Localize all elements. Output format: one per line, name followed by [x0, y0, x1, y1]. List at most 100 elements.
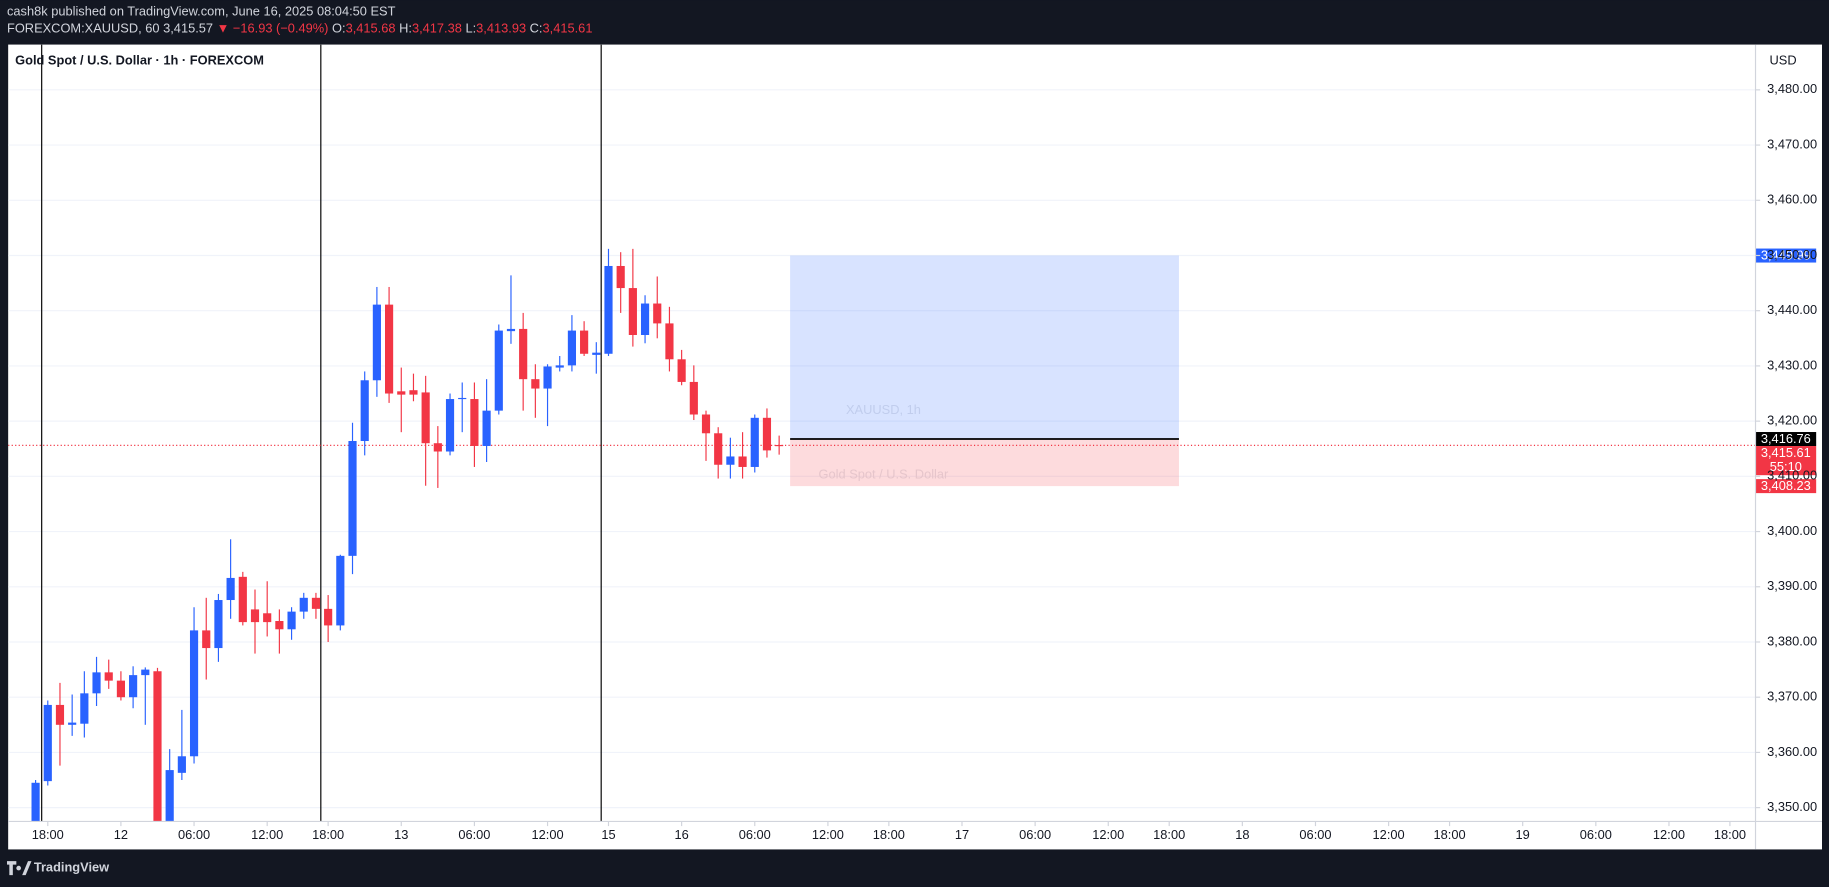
candle-body	[397, 391, 406, 395]
candle-body	[250, 609, 260, 623]
price-label-box	[1755, 479, 1817, 494]
high: 3,417.38	[412, 21, 462, 36]
publisher-line: cash8k published on TradingView.com, Jun…	[7, 3, 396, 18]
y-tick-label: 3,450.00	[1767, 247, 1817, 262]
candle-body	[543, 366, 552, 389]
target-zone	[790, 255, 1179, 440]
quote-line: FOREXCOM:XAUUSD, 60 3,415.57 ▼ −16.93 (−…	[7, 21, 592, 36]
candle-body	[263, 613, 272, 623]
y-tick-label: 3,410.00	[1767, 468, 1817, 483]
y-tick-label: 3,420.00	[1767, 413, 1817, 428]
candle-body	[580, 330, 589, 354]
chart-panel	[8, 44, 1823, 850]
candle-body	[360, 380, 369, 442]
x-tick-label: 18:00	[312, 827, 344, 842]
y-tick-label: 3,480.00	[1767, 81, 1817, 96]
x-tick-label: 06:00	[739, 827, 771, 842]
open: 3,415.68	[346, 21, 396, 36]
candle-body	[726, 456, 735, 465]
watermark: XAUUSD, 1h	[846, 402, 921, 417]
watermark: Gold Spot / U.S. Dollar	[819, 466, 949, 481]
x-tick-label: 12:00	[1092, 827, 1124, 842]
candle-body	[372, 304, 381, 381]
y-tick-label: 3,370.00	[1767, 689, 1817, 704]
candle-body	[129, 675, 138, 698]
candle-body	[421, 392, 430, 444]
candle-body	[714, 433, 723, 465]
candle-body	[55, 704, 65, 725]
x-tick-label: 18	[1235, 827, 1249, 842]
x-tick-label: 12:00	[812, 827, 844, 842]
x-tick-label: 12:00	[1653, 827, 1685, 842]
y-tick-label: 3,470.00	[1767, 136, 1817, 151]
candle-body	[506, 328, 516, 332]
x-tick-label: 18:00	[1153, 827, 1185, 842]
y-tick-label: 3,390.00	[1767, 578, 1817, 593]
last: 3,415.57	[163, 21, 213, 36]
price-label: 3,449.99	[1761, 248, 1811, 263]
candle-body	[31, 782, 40, 822]
x-tick-label: 12:00	[251, 827, 283, 842]
candle-body	[677, 359, 686, 382]
candle-body	[750, 417, 759, 467]
x-tick-label: 19	[1516, 827, 1530, 842]
brand: TradingView	[34, 859, 109, 874]
candle-body	[68, 722, 77, 725]
candle-body	[141, 669, 150, 676]
candle-body	[92, 672, 101, 694]
candle-body	[775, 444, 784, 447]
candle-body	[519, 328, 528, 380]
candle-body	[762, 417, 772, 451]
candle-body	[628, 288, 637, 335]
x-tick-label: 18:00	[32, 827, 64, 842]
x-tick-label: 12	[114, 827, 128, 842]
candle-body	[311, 597, 321, 609]
candle-body	[604, 265, 613, 354]
candle-body	[567, 330, 577, 366]
candle-body	[43, 704, 52, 782]
candle-body	[445, 399, 455, 452]
chart-title: Gold Spot / U.S. Dollar · 1h · FOREXCOM	[15, 52, 264, 67]
y-tick-label: 3,460.00	[1767, 192, 1817, 207]
candle-body	[165, 770, 174, 822]
plot-area: XAUUSD, 1h Gold Spot / U.S. Dollar	[8, 44, 1756, 822]
x-tick-label: 06:00	[1019, 827, 1051, 842]
candle-body	[531, 379, 540, 389]
candle-body	[555, 365, 564, 368]
stop-zone	[790, 439, 1179, 487]
price-label-box	[1755, 446, 1817, 476]
candle-body	[738, 456, 747, 467]
candle-body	[470, 399, 479, 446]
candle-body	[701, 414, 711, 434]
x-tick-label: 06:00	[458, 827, 490, 842]
candle-body	[80, 693, 89, 724]
x-tick-label: 06:00	[1299, 827, 1331, 842]
candle-body	[348, 441, 357, 556]
candle-body	[640, 303, 650, 335]
x-tick-label: 18:00	[873, 827, 905, 842]
y-tick-label: 3,400.00	[1767, 523, 1817, 538]
x-tick-label: 06:00	[178, 827, 210, 842]
candle-body	[385, 304, 394, 394]
candle-body	[653, 303, 662, 324]
open-label: O:	[332, 21, 346, 36]
candle-body	[494, 330, 503, 411]
x-tick-label: 18:00	[1434, 827, 1466, 842]
candle-body	[275, 621, 284, 630]
price-label-box	[1755, 248, 1817, 263]
y-tick-label: 3,430.00	[1767, 357, 1817, 372]
candle-body	[104, 672, 113, 681]
price-label: 3,408.23	[1761, 478, 1811, 493]
price-label-box	[1755, 432, 1817, 447]
candle-body	[299, 597, 308, 612]
close-label: C:	[530, 21, 543, 36]
candle-body	[409, 390, 418, 395]
high-label: H:	[399, 21, 412, 36]
low: 3,413.93	[476, 21, 526, 36]
candle-body	[336, 555, 345, 626]
countdown: 55:10	[1770, 459, 1802, 474]
candle-body	[226, 577, 235, 601]
candle-body	[324, 608, 333, 626]
